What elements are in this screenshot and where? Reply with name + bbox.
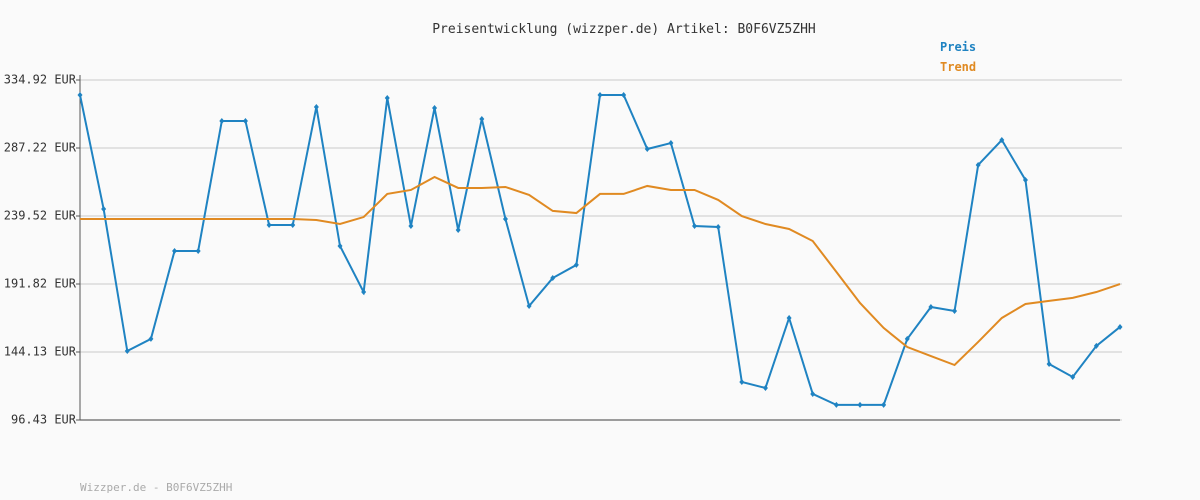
point [810,390,816,397]
point [479,115,485,122]
point [597,91,603,98]
point [881,401,887,408]
point [904,335,910,342]
point [242,117,248,124]
point [550,275,556,282]
point [692,223,698,230]
point [455,227,461,234]
point [1022,176,1028,183]
point [384,94,390,101]
y-tick-label: 239.52 EUR [4,209,77,223]
point [1117,323,1123,330]
point [1046,361,1052,368]
point [101,206,107,213]
point [715,224,721,231]
point [1070,373,1076,380]
y-tick-label: 96.43 EUR [11,413,77,427]
point [786,314,792,321]
point [573,261,579,268]
point [266,222,272,229]
point [408,223,414,230]
point [644,146,650,153]
y-tick-label: 287.22 EUR [4,141,77,155]
legend-entry: Trend [940,60,976,74]
point [621,91,627,98]
y-tick-label: 144.13 EUR [4,344,77,358]
point [857,401,863,408]
y-tick-label: 191.82 EUR [4,277,77,291]
point [148,335,154,342]
point [313,103,319,110]
point [928,303,934,310]
point [361,289,367,296]
chart-title: Preisentwicklung (wizzper.de) Artikel: B… [432,22,816,37]
series-line [79,93,1121,406]
point [762,384,768,391]
point [77,91,83,98]
point [432,104,438,111]
point [668,140,674,147]
point [337,242,343,249]
point [124,348,130,355]
point [526,302,532,309]
point [739,378,745,385]
y-tick-label: 334.92 EUR [4,73,77,87]
footer: Wizzper.de - B0F6VZ5ZHH [80,481,232,494]
point [290,222,296,229]
series-line [80,175,1121,367]
point [952,307,958,314]
point [1093,342,1099,349]
point [975,161,981,168]
point [219,117,225,124]
point [195,247,201,254]
point [833,401,839,408]
legend-entry: Preis [940,40,976,54]
point [502,216,508,223]
point [999,137,1005,144]
point [172,247,178,254]
